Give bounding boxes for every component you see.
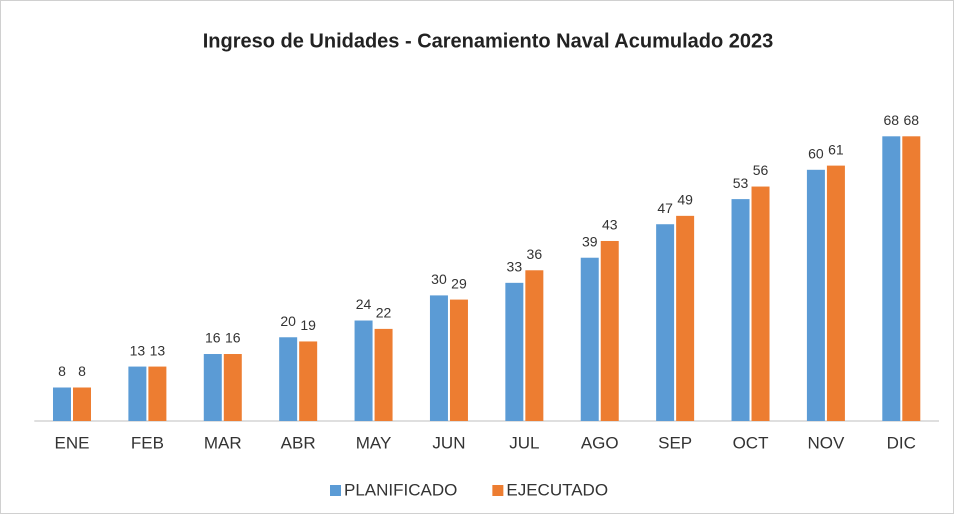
bar [52, 387, 71, 421]
bar [656, 224, 675, 421]
bar [826, 165, 845, 421]
bar [148, 366, 167, 421]
value-label: 30 [431, 271, 447, 287]
bar [731, 199, 750, 421]
value-label: 68 [884, 112, 900, 128]
value-label: 61 [828, 141, 844, 157]
x-tick-label: FEB [131, 433, 164, 452]
legend-swatch [330, 485, 341, 496]
value-label: 20 [280, 313, 296, 329]
x-tick-label: ABR [281, 433, 316, 452]
bar [751, 186, 770, 421]
value-label: 49 [677, 192, 693, 208]
bar [223, 354, 242, 421]
bar [525, 270, 544, 421]
bar [429, 295, 448, 421]
bar [882, 136, 901, 421]
value-label: 13 [150, 342, 166, 358]
bar [505, 282, 524, 421]
value-label: 16 [205, 330, 221, 346]
bar [299, 341, 318, 421]
value-label: 68 [904, 112, 920, 128]
x-tick-label: JUL [509, 433, 539, 452]
x-tick-label: AGO [581, 433, 619, 452]
value-label: 53 [733, 175, 749, 191]
value-label: 13 [130, 342, 146, 358]
bar [580, 257, 599, 421]
bar [902, 136, 921, 421]
x-tick-label: MAR [204, 433, 242, 452]
x-tick-label: SEP [658, 433, 692, 452]
value-label: 8 [58, 363, 66, 379]
legend-label: EJECUTADO [506, 480, 608, 499]
value-label: 19 [300, 317, 316, 333]
bar [203, 354, 222, 421]
value-label: 29 [451, 275, 467, 291]
value-label: 8 [78, 363, 86, 379]
bar [279, 337, 298, 421]
x-tick-label: NOV [807, 433, 845, 452]
value-label: 22 [376, 305, 392, 321]
value-label: 24 [356, 296, 372, 312]
bar [354, 320, 373, 421]
bar [128, 366, 147, 421]
bar [374, 328, 393, 421]
value-label: 33 [507, 259, 523, 275]
legend-label: PLANIFICADO [344, 480, 457, 499]
bar [449, 299, 468, 421]
value-label: 56 [753, 162, 769, 178]
value-label: 47 [657, 200, 673, 216]
value-label: 43 [602, 217, 618, 233]
bar [72, 387, 91, 421]
x-tick-label: JUN [432, 433, 465, 452]
value-label: 39 [582, 233, 598, 249]
legend-swatch [492, 485, 504, 496]
bar [600, 240, 619, 421]
x-tick-label: DIC [887, 433, 916, 452]
bar [806, 169, 825, 421]
x-tick-label: MAY [356, 433, 392, 452]
value-label: 36 [527, 246, 543, 262]
value-label: 60 [808, 146, 824, 162]
bar [676, 215, 695, 421]
x-tick-label: OCT [733, 433, 769, 452]
chart-title: Ingreso de Unidades - Carenamiento Naval… [203, 30, 774, 52]
x-tick-label: ENE [55, 433, 90, 452]
value-label: 16 [225, 330, 241, 346]
